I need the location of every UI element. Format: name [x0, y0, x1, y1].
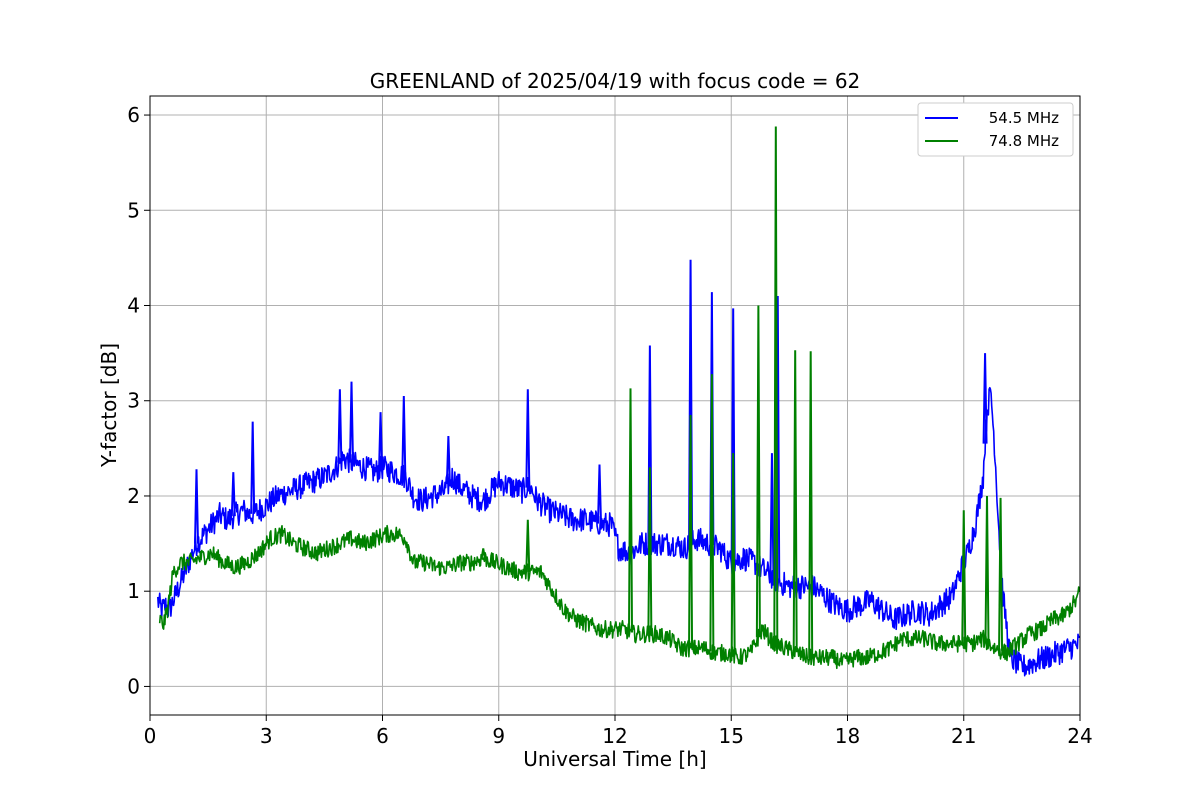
series-1 [158, 126, 1080, 670]
series-spike [982, 353, 988, 444]
y-tick-label: 4 [127, 294, 140, 318]
legend-label: 74.8 MHz [989, 132, 1059, 150]
x-tick-label: 9 [492, 724, 505, 748]
x-tick-label: 3 [260, 724, 273, 748]
x-tick-label: 12 [602, 724, 627, 748]
legend: 54.5 MHz 74.8 MHz [917, 102, 1074, 157]
series-spike [194, 469, 199, 544]
y-axis: 0 1 2 3 4 5 6 [127, 103, 150, 698]
x-tick-label: 6 [376, 724, 389, 748]
series-spike [337, 389, 343, 463]
series-0 [157, 259, 1080, 677]
x-axis-label: Universal Time [h] [523, 747, 706, 771]
y-tick-label: 0 [127, 674, 140, 698]
y-tick-label: 1 [127, 579, 140, 603]
x-tick-label: 15 [719, 724, 744, 748]
series-spike [525, 389, 531, 488]
series-group [157, 126, 1080, 677]
x-tick-label: 18 [835, 724, 860, 748]
y-tick-label: 6 [127, 103, 140, 127]
series-spike [349, 381, 354, 463]
series-spike [792, 350, 798, 653]
series-spike [597, 464, 602, 524]
series-spike [984, 495, 990, 643]
series-spike [769, 453, 775, 577]
series-spike [961, 510, 967, 644]
series-spike [730, 453, 736, 656]
series-spike [250, 421, 256, 514]
y-axis-label: Y-factor [dB] [97, 343, 121, 468]
legend-label: 54.5 MHz [989, 109, 1059, 127]
y-tick-label: 5 [127, 198, 140, 222]
series-spike [688, 415, 694, 649]
series-spike [773, 126, 779, 645]
y-tick-label: 2 [127, 484, 140, 508]
series-spike [445, 435, 451, 485]
series-spike [755, 305, 761, 638]
chart-title: GREENLAND of 2025/04/19 with focus code … [370, 69, 861, 93]
series-spike [401, 395, 407, 477]
x-tick-label: 0 [144, 724, 157, 748]
series-spike [647, 467, 653, 635]
series-spike [230, 472, 236, 517]
series-spike [998, 497, 1004, 651]
series-line [157, 386, 1080, 677]
series-line [158, 524, 1080, 670]
series-spike [808, 351, 814, 658]
x-tick-label: 21 [951, 724, 976, 748]
y-tick-label: 3 [127, 389, 140, 413]
x-axis: 0 3 6 9 12 15 18 21 24 [144, 715, 1093, 748]
series-spike [709, 374, 715, 652]
series-spike [480, 548, 486, 559]
series-spike [378, 412, 384, 469]
legend-box [917, 102, 1074, 157]
series-spike [525, 519, 531, 573]
series-spike [628, 388, 633, 633]
x-tick-label: 24 [1067, 724, 1092, 748]
